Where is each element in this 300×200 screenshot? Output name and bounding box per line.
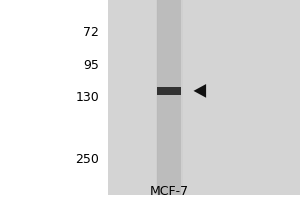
Polygon shape xyxy=(194,84,206,98)
Text: 72: 72 xyxy=(83,26,99,39)
Text: MCF-7: MCF-7 xyxy=(150,185,189,198)
Bar xyxy=(108,0,300,195)
Text: 95: 95 xyxy=(83,59,99,72)
Text: 250: 250 xyxy=(75,153,99,166)
Text: 130: 130 xyxy=(75,91,99,104)
Bar xyxy=(158,87,182,95)
Bar xyxy=(158,0,182,195)
